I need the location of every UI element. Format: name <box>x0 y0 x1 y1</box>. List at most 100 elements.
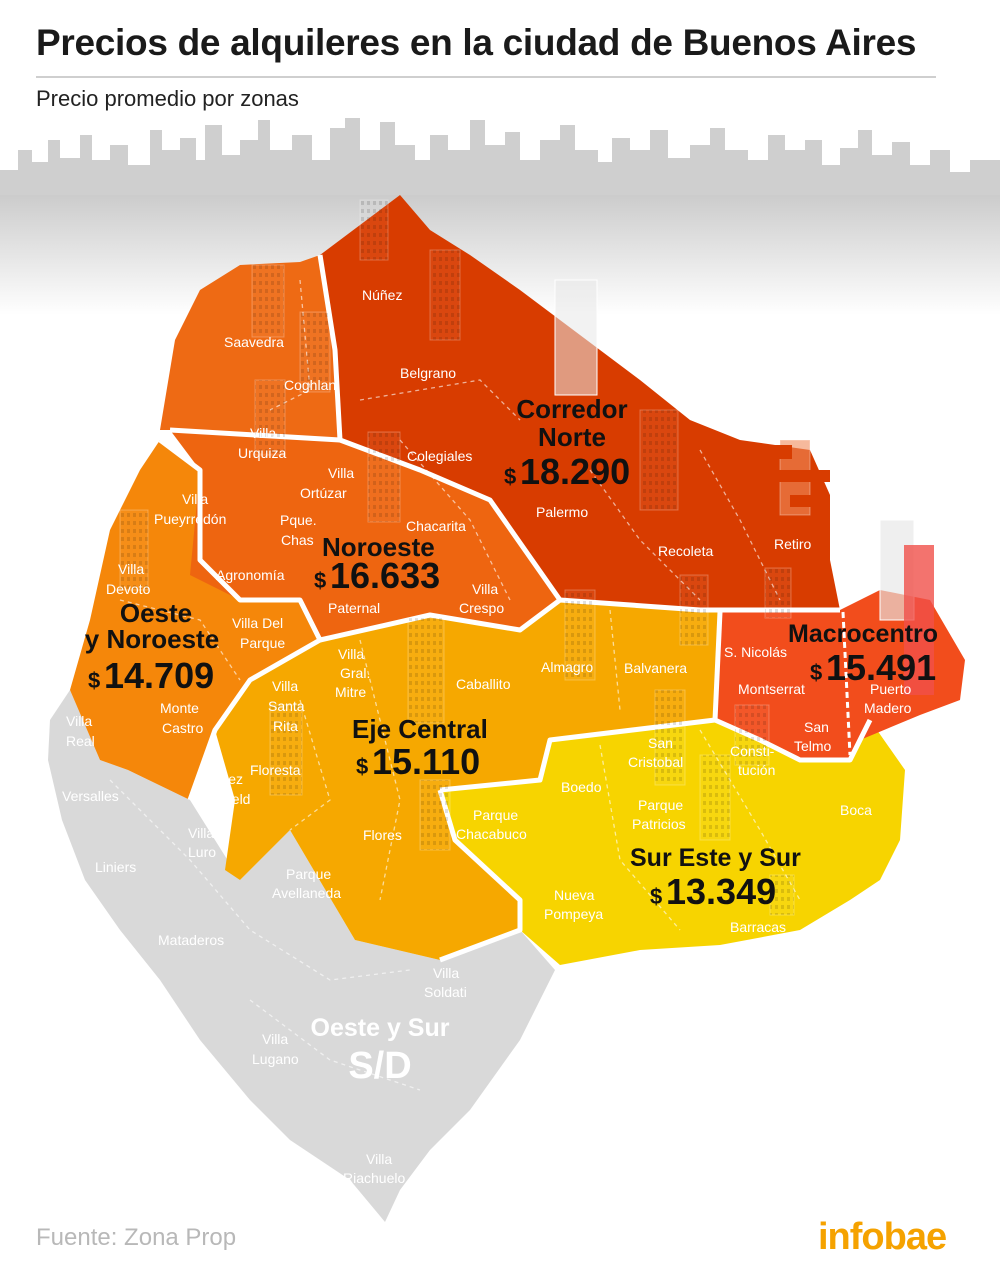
label-villa-soldati-2: Soldati <box>424 984 467 1000</box>
label-villa-real-1: Villa <box>66 713 92 729</box>
zone-macrocentro-area <box>715 590 965 760</box>
label-san-cristobal-1: San <box>648 735 673 751</box>
label-villa-riachuelo-1: Villa <box>366 1151 392 1167</box>
label-barracas: Barracas <box>730 919 786 935</box>
label-villa-devoto-1: Villa <box>118 561 144 577</box>
zone-noroeste-price: 16.633 <box>330 555 440 596</box>
label-belgrano: Belgrano <box>400 365 456 381</box>
zone-macrocentro-name: Macrocentro <box>788 620 938 648</box>
label-san-cristobal-2: Cristobal <box>628 754 683 770</box>
label-coghlan: Coghlan <box>284 377 336 393</box>
puerto-madero-dock-line <box>841 611 852 756</box>
label-villa-ortuzar-1: Villa <box>328 465 354 481</box>
label-flores: Flores <box>363 827 402 843</box>
label-villa-urquiza-1: Villa <box>250 425 276 441</box>
label-saavedra: Saavedra <box>224 334 284 350</box>
zone-noroeste-area <box>170 430 560 640</box>
label-villa-santa-rita-3: Rita <box>273 718 298 734</box>
label-villa-pueyrredon-2: Pueyrredón <box>154 511 226 527</box>
label-villa-santa-rita-1: Villa <box>272 678 298 694</box>
zone-oeste-noroeste-name-2: y Noroeste <box>85 624 219 654</box>
zone-noroeste-currency: $ <box>314 568 326 593</box>
label-villa-gral-mitre-2: Gral. <box>340 665 370 681</box>
label-parque-avellaneda-2: Avellaneda <box>272 885 341 901</box>
zone-macrocentro-currency: $ <box>810 660 822 685</box>
label-parque-chacabuco-2: Chacabuco <box>456 826 527 842</box>
label-parque-patricios-1: Parque <box>638 797 683 813</box>
zone-noroeste-name: Noroeste <box>322 532 435 562</box>
label-constitucion-2: tución <box>738 762 775 778</box>
label-villa-crespo-1: Villa <box>472 581 498 597</box>
zone-saavedra-area <box>160 255 340 440</box>
label-villa-pueyrredon-1: Villa <box>182 491 208 507</box>
label-villa-gral-mitre-1: Villa <box>338 646 364 662</box>
building-overlays <box>119 199 934 916</box>
zone-corredor-norte-name-1: Corredor <box>516 394 627 424</box>
label-villa-soldati-1: Villa <box>433 965 459 981</box>
label-villa-devoto-2: Devoto <box>106 581 151 597</box>
label-nueva-pompeya-2: Pompeya <box>544 906 603 922</box>
zone-eje-central-price: 15.110 <box>372 741 480 782</box>
label-versalles: Versalles <box>62 788 119 804</box>
zone-oeste-sur-name: Oeste y Sur <box>311 1014 450 1042</box>
label-villa-riachuelo-2: Riachuelo <box>343 1170 405 1186</box>
label-villa-ortuzar-2: Ortúzar <box>300 485 347 501</box>
zone-corredor-norte-currency: $ <box>504 464 516 489</box>
label-chacarita: Chacarita <box>406 518 466 534</box>
label-villa-del-parque-2: Parque <box>240 635 285 651</box>
label-caballito: Caballito <box>456 676 511 692</box>
label-agronomia: Agronomía <box>216 567 285 583</box>
source-credit: Fuente: Zona Prop <box>36 1224 237 1251</box>
label-nueva-pompeya-1: Nueva <box>554 887 595 903</box>
zone-oeste-sur-area <box>48 690 555 1222</box>
label-monte-castro-2: Castro <box>162 720 203 736</box>
label-puerto-madero-1: Puerto <box>870 681 911 697</box>
zone-eje-central-area <box>215 600 720 960</box>
zone-macrocentro-price: 15.491 <box>826 647 936 688</box>
page-title: Precios de alquileres en la ciudad de Bu… <box>36 22 917 63</box>
label-constitucion-1: Consti- <box>730 743 775 759</box>
title-divider <box>36 76 936 78</box>
label-velez-sarsfield-1: Vélez <box>208 771 243 787</box>
label-villa-lugano-2: Lugano <box>252 1051 299 1067</box>
zone-sur-este-sur-currency: $ <box>650 884 662 909</box>
label-pque-chas-2: Chas <box>281 532 314 548</box>
label-san-telmo-2: Telmo <box>794 738 832 754</box>
label-mataderos: Mataderos <box>158 932 224 948</box>
label-paternal: Paternal <box>328 600 380 616</box>
label-villa-del-parque-1: Villa Del <box>232 615 283 631</box>
label-nunez: Núñez <box>362 287 402 303</box>
zone-sur-este-sur-price: 13.349 <box>666 871 776 912</box>
label-villa-luro-2: Luro <box>188 844 216 860</box>
zone-oeste-noroeste-price: 14.709 <box>104 655 214 696</box>
label-villa-urquiza-2: Urquiza <box>238 445 286 461</box>
zone-oeste-noroeste-currency: $ <box>88 668 100 693</box>
label-s-nicolas: S. Nicolás <box>724 644 787 660</box>
label-parque-avellaneda-1: Parque <box>286 866 331 882</box>
zone-corredor-norte-price: 18.290 <box>520 451 630 492</box>
label-velez-sarsfield-2: Sársfield <box>196 791 250 807</box>
zone-oeste-noroeste-name-1: Oeste <box>120 598 192 628</box>
label-villa-real-2: Real <box>66 733 95 749</box>
label-montserrat: Montserrat <box>738 681 805 697</box>
label-palermo: Palermo <box>536 504 588 520</box>
zone-labels: Corredor Norte $ 18.290 Noroeste $ 16.63… <box>85 394 938 1087</box>
label-almagro: Almagro <box>541 659 593 675</box>
label-recoleta: Recoleta <box>658 543 713 559</box>
brand-logo: infobae <box>818 1216 947 1258</box>
label-boca: Boca <box>840 802 872 818</box>
label-pque-chas-1: Pque. <box>280 512 317 528</box>
label-villa-crespo-2: Crespo <box>459 600 504 616</box>
label-colegiales: Colegiales <box>407 448 472 464</box>
label-parque-chacabuco-1: Parque <box>473 807 518 823</box>
label-boedo: Boedo <box>561 779 602 795</box>
label-villa-santa-rita-2: Santa <box>268 698 305 714</box>
page-subtitle: Precio promedio por zonas <box>36 86 299 111</box>
label-villa-luro-1: Villa <box>188 825 214 841</box>
label-villa-lugano-1: Villa <box>262 1031 288 1047</box>
zone-oeste-sur-value: S/D <box>348 1045 411 1087</box>
port-docks <box>730 445 830 507</box>
zone-eje-central-name: Eje Central <box>352 714 488 744</box>
label-puerto-madero-2: Madero <box>864 700 912 716</box>
